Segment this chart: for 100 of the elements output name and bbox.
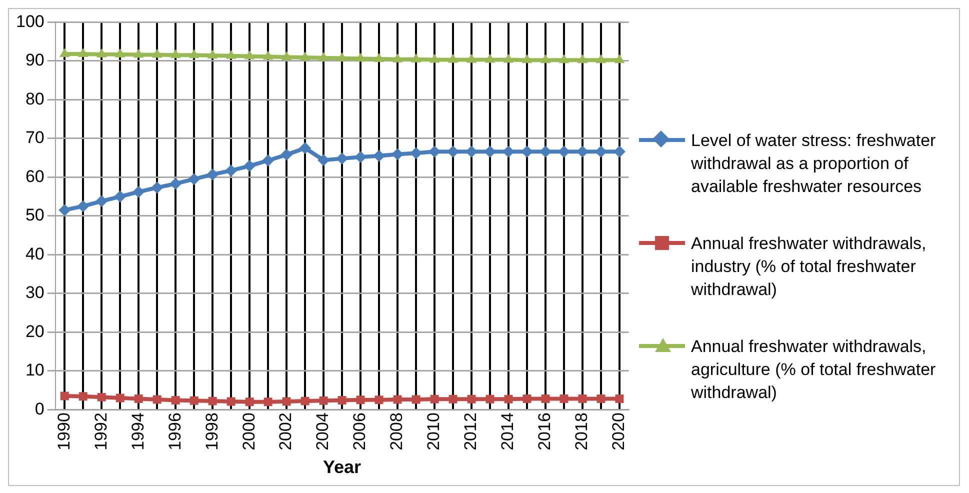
point [596,54,606,64]
point [299,142,312,154]
point [355,52,366,62]
point [280,148,293,161]
x-tick-label: 2006 [350,412,370,450]
point [188,49,200,58]
point [245,398,254,406]
y-tick-label: 90 [25,50,44,70]
y-tick-label: 60 [25,166,44,186]
point [503,54,514,63]
point [264,398,272,406]
point [393,395,402,404]
y-tick-label: 20 [25,322,44,341]
point [448,394,458,404]
x-tick-label: 1996 [165,412,184,450]
point [596,394,606,403]
legend-label: Level of water stress: freshwater withdrawal as a proportion of available freshwater resources [691,130,937,198]
x-tick-label: 1990 [54,412,74,450]
point [466,54,477,63]
point [318,52,329,61]
x-tick-label: 2000 [239,412,258,450]
point [151,182,164,194]
point [467,394,476,404]
point [486,394,494,404]
point [114,48,126,58]
point [262,50,274,60]
y-tick-label: 50 [25,206,44,225]
point [207,50,218,59]
point [96,48,107,58]
point [188,173,200,186]
point [338,396,346,405]
x-tick-label: 2002 [276,412,296,450]
point [560,394,568,403]
point [134,394,143,403]
point [502,146,514,158]
x-tick-label: 1998 [202,412,222,450]
point [262,154,274,166]
point [96,195,108,208]
point [578,394,587,403]
point [78,48,88,57]
point [114,190,126,203]
point [171,396,180,405]
y-tick-label: 40 [25,244,44,264]
point [484,54,496,63]
point [152,48,162,58]
x-tick-label: 1994 [128,412,148,450]
point [300,396,310,406]
point [429,54,440,63]
point [319,396,328,405]
x-tick-label: 2004 [313,412,332,450]
y-tick-label: 70 [25,128,44,148]
point [540,54,551,64]
point [300,51,310,60]
point [374,53,384,62]
point [504,394,513,404]
y-tick-label: 80 [25,89,44,108]
point [336,52,348,62]
point [78,392,88,401]
point [410,53,422,62]
point [170,178,182,190]
point [206,168,219,180]
point [392,53,403,62]
y-tick-label: 0 [34,399,44,418]
point [116,394,124,402]
point [318,154,330,166]
point [97,392,106,402]
point [244,160,256,172]
point [60,392,69,400]
x-tick-label: 2012 [461,412,480,450]
point [133,48,144,58]
point [132,186,145,198]
legend-label: Annual freshwater withdrawals, industry (% of total freshwater withdrawal) [691,233,928,301]
point [374,396,384,404]
point [412,395,420,404]
point [615,394,624,403]
x-tick-label: 2008 [387,412,406,450]
point [226,50,236,59]
y-tick-label: 10 [25,360,44,380]
legend-label: Annual freshwater withdrawals, agriculture (% of total freshwater withdrawal) [691,336,937,404]
point [282,397,291,406]
y-tick-label: 100 [16,12,44,31]
point [522,394,532,403]
point [448,54,458,63]
point [226,397,236,406]
point [77,200,90,212]
x-tick-label: 2010 [424,412,444,450]
point [58,204,71,216]
point [614,54,625,64]
point [558,54,570,64]
point [225,164,238,177]
x-tick-label: 2020 [609,412,628,450]
x-tick-label: 2014 [498,412,518,450]
x-tick-label: 2016 [535,412,554,450]
x-axis-title: Year [323,457,362,478]
x-tick-label: 2018 [572,412,592,450]
point [281,51,292,60]
point [170,49,181,58]
point [356,396,365,404]
y-tick-label: 30 [25,283,44,302]
point [430,394,439,404]
